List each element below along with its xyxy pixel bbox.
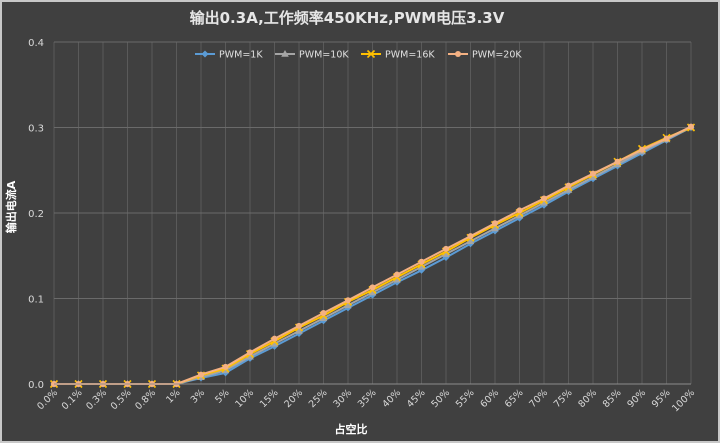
data-point-triangle xyxy=(344,301,352,309)
data-point-circle xyxy=(345,297,351,304)
data-point-triangle xyxy=(466,237,475,245)
x-axis-title: 占空比 xyxy=(335,422,368,436)
legend-label: PWM=10K xyxy=(299,50,349,61)
data-point-triangle xyxy=(368,288,377,296)
y-tick-label: 0.0 xyxy=(28,380,44,391)
axis-layer: 0.0 0.1 0.2 0.3 0.4 0.0% 0.1% 0.3% 0.5% 0.8% 1% 3% 5… xyxy=(28,38,697,414)
x-tick-label: 30% xyxy=(331,387,354,410)
chart-svg: 0.0 0.1 0.2 0.3 0.4 0.0% 0.1% 0.3% 0.5% 0.8% 1% 3% 5… xyxy=(4,9,697,436)
x-tick-label: 55% xyxy=(454,387,477,410)
grid-layer xyxy=(53,41,692,385)
x-tick-label: 50% xyxy=(429,387,452,410)
data-point-triangle xyxy=(442,250,450,257)
x-tick-label: 70% xyxy=(527,387,550,410)
legend: PWM=1K PWM=10K PWM=16K PWM=20K xyxy=(195,50,522,61)
data-point-circle xyxy=(296,322,302,329)
x-tick-label: 65% xyxy=(503,387,526,410)
data-point-triangle xyxy=(564,185,573,193)
y-tick-label: 0.2 xyxy=(28,209,44,220)
data-point-circle xyxy=(541,195,547,202)
y-axis-title: 输出电流A xyxy=(4,180,18,233)
y-tick-label: 0.1 xyxy=(28,295,44,306)
legend-label: PWM=16K xyxy=(385,50,435,61)
data-point-circle xyxy=(198,371,204,378)
y-tick-label: 0.3 xyxy=(28,124,44,135)
data-point-triangle xyxy=(393,275,401,283)
x-tick-label: 90% xyxy=(625,387,648,410)
x-tick-label: 45% xyxy=(405,387,428,410)
x-tick-label: 0.1% xyxy=(60,387,85,412)
x-tick-label: 75% xyxy=(552,387,575,410)
x-tick-label: 20% xyxy=(282,387,305,410)
x-tick-label: 85% xyxy=(601,387,624,410)
data-point-x xyxy=(366,49,376,59)
data-point-circle xyxy=(663,135,670,142)
data-point-circle xyxy=(590,170,596,177)
data-point-circle xyxy=(320,310,327,317)
data-point-triangle xyxy=(417,262,426,270)
legend-item: PWM=20K xyxy=(448,50,522,61)
legend-item: PWM=16K xyxy=(361,50,435,61)
x-tick-label: 0.0% xyxy=(35,387,60,412)
x-tick-label: 35% xyxy=(356,387,379,410)
data-point-triangle xyxy=(270,339,279,347)
chart-title: 输出0.3A,工作频率450KHz,PWM电压3.3V xyxy=(190,9,505,27)
x-tick-label: 10% xyxy=(233,387,256,410)
data-point-circle xyxy=(516,207,523,214)
x-tick-label: 80% xyxy=(576,387,599,410)
data-point-triangle xyxy=(491,224,499,232)
x-tick-label: 60% xyxy=(478,387,501,410)
data-point-circle xyxy=(614,158,621,165)
x-tick-label: 40% xyxy=(380,387,403,410)
data-point-circle xyxy=(565,182,572,189)
x-tick-label: 0.8% xyxy=(133,387,158,412)
data-point-circle xyxy=(492,220,498,227)
legend-label: PWM=20K xyxy=(472,50,522,61)
data-point-triangle xyxy=(319,314,328,321)
x-tick-label: 25% xyxy=(307,387,330,410)
y-tick-label: 0.4 xyxy=(28,38,44,49)
data-point-circle xyxy=(369,284,376,291)
legend-item: PWM=1K xyxy=(195,50,263,61)
x-tick-label: 3% xyxy=(189,387,207,405)
x-tick-label: 100% xyxy=(670,387,697,414)
x-tick-label: 0.5% xyxy=(109,387,134,412)
data-point-circle xyxy=(418,258,425,265)
data-point-triangle xyxy=(281,50,289,57)
data-point-triangle xyxy=(246,352,254,360)
data-point-circle xyxy=(443,245,449,252)
data-point-circle xyxy=(467,233,474,240)
data-point-triangle xyxy=(295,326,303,334)
data-point-circle xyxy=(639,146,645,153)
legend-item: PWM=10K xyxy=(275,50,349,61)
x-tick-label: 5% xyxy=(213,387,231,405)
x-tick-label: 0.3% xyxy=(84,387,109,412)
data-point-circle xyxy=(271,335,278,342)
x-tick-label: 1% xyxy=(164,387,182,405)
data-point-triangle xyxy=(540,198,548,206)
data-point-circle xyxy=(688,123,694,130)
data-point-circle xyxy=(247,349,253,356)
x-tick-label: 15% xyxy=(258,387,281,410)
legend-label: PWM=1K xyxy=(219,50,263,61)
data-point-circle xyxy=(222,363,229,370)
data-point-triangle xyxy=(515,211,524,219)
data-point-circle xyxy=(394,271,400,278)
data-point-circle xyxy=(455,51,461,57)
data-point-x-stroke xyxy=(366,49,376,59)
data-point-diamond xyxy=(201,50,209,58)
